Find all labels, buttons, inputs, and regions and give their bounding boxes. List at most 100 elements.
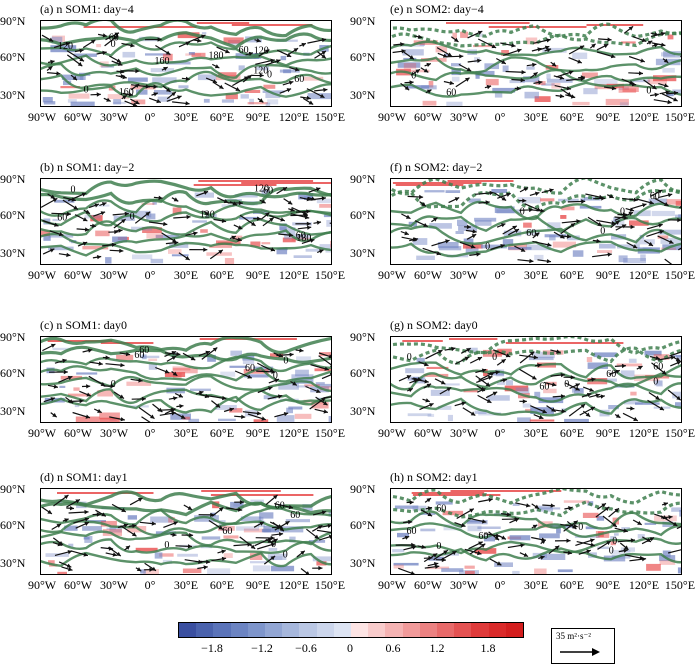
wave-activity-vector [41,34,54,43]
wave-activity-vector [254,537,273,547]
negative-anomaly-shade [455,231,464,234]
wave-activity-vector [148,97,162,104]
negative-anomaly-shade [637,534,645,539]
geopotential-contour [41,530,331,547]
wave-activity-vector [295,209,311,214]
wave-activity-vector [414,220,429,228]
negative-anomaly-shade [59,385,66,388]
wave-activity-vector [614,363,627,369]
negative-anomaly-shade [252,565,270,572]
wave-activity-vector [166,91,177,100]
longitude-tick-label: 150°E [314,578,346,592]
negative-anomaly-shade [316,198,331,204]
colorbar-cell [265,623,283,637]
wave-activity-vector [170,532,177,537]
negative-anomaly-shade [437,242,459,249]
wave-activity-vector [224,82,241,92]
wave-activity-vector [403,51,415,60]
wave-activity-vector [653,99,672,105]
wave-activity-vector [88,375,106,387]
wave-activity-vector [649,355,660,361]
wave-activity-vector [413,34,423,39]
geopotential-contour [41,186,331,206]
negative-anomaly-shade [441,568,464,572]
negative-anomaly-shade [402,49,424,56]
positive-anomaly-shade [543,388,557,394]
negative-anomaly-shade [678,214,681,219]
wave-activity-vector [276,186,288,195]
latitude-tick-label: 30°N [350,246,376,260]
wave-activity-vector [519,186,529,193]
positive-anomaly-shade [452,32,457,39]
longitude-tick-label: 30°E [173,110,199,124]
wave-activity-vector [139,521,156,526]
negative-anomaly-shade [620,370,635,377]
positive-anomaly-shade [244,89,261,93]
wave-activity-vector [444,346,456,352]
wave-activity-vector [651,43,659,48]
wave-activity-vector [435,557,446,563]
positive-anomaly-band [83,26,197,28]
positive-anomaly-shade [159,553,174,557]
wave-activity-vector [70,74,78,81]
geopotential-contour [41,551,331,568]
longitude-tick-label: 60°W [63,110,93,124]
map-panel-f: (f) n SOM2: day−2 60 60 0 0 0 0 90°N 60°N 30°N 90°… [350,160,700,310]
positive-anomaly-shade [534,96,551,102]
positive-anomaly-shade [41,230,51,237]
wave-activity-vector [299,197,312,202]
wave-activity-vector [440,550,457,561]
negative-anomaly-shade [474,217,497,222]
wave-activity-vector [395,542,416,548]
negative-anomaly-shade [618,255,628,263]
positive-anomaly-shade [647,78,667,85]
positive-anomaly-shade [428,80,434,88]
wave-activity-vector [418,361,429,367]
wave-activity-vector [626,406,635,411]
longitude-tick-label: 90°W [377,578,407,592]
negative-anomaly-shade [474,410,487,414]
latitude-tick-label: 30°N [0,88,26,102]
negative-anomaly-shade [221,99,234,103]
wave-activity-vector [225,507,243,512]
wave-activity-vector [597,394,605,399]
wave-activity-vector [51,523,62,531]
wave-activity-vector [466,233,477,240]
negative-anomaly-shade [141,354,147,360]
wave-activity-vector [290,213,309,218]
wave-activity-vector [554,85,572,91]
wave-activity-vector [201,347,218,360]
wave-activity-vector [187,34,206,43]
wave-activity-vector [464,224,471,230]
wave-activity-vector [454,522,466,528]
contour-label: 60 [296,231,306,242]
wave-activity-vector [260,212,270,220]
wave-activity-vector [606,194,614,199]
latitude-tick-label: 60°N [350,518,376,532]
colorbar-cell [385,623,403,637]
contour-label: 160 [119,87,134,98]
wave-activity-vector [276,49,292,58]
wave-activity-vector [54,358,67,364]
negative-anomaly-shade [122,51,136,58]
contour-label: 0 [609,545,614,556]
wave-activity-vector [70,550,89,557]
wave-activity-vector [274,520,290,531]
positive-anomaly-shade [223,553,233,558]
wave-activity-vector [148,221,168,227]
positive-anomaly-shade [421,58,447,62]
wave-activity-vector [462,407,476,417]
wave-activity-vector [312,565,323,571]
longitude-tick-label: 90°W [27,578,57,592]
wave-activity-vector [403,519,413,525]
negative-anomaly-shade [481,244,507,249]
wave-activity-vector [647,399,665,411]
negative-anomaly-shade [635,402,660,405]
negative-anomaly-shade [220,528,231,531]
positive-anomaly-band [447,180,514,182]
contour-label: 0 [653,377,658,388]
wave-activity-vector [509,517,520,524]
longitude-tick-label: 30°W [449,268,479,282]
negative-anomaly-shade [468,198,481,203]
positive-anomaly-shade [250,241,261,247]
